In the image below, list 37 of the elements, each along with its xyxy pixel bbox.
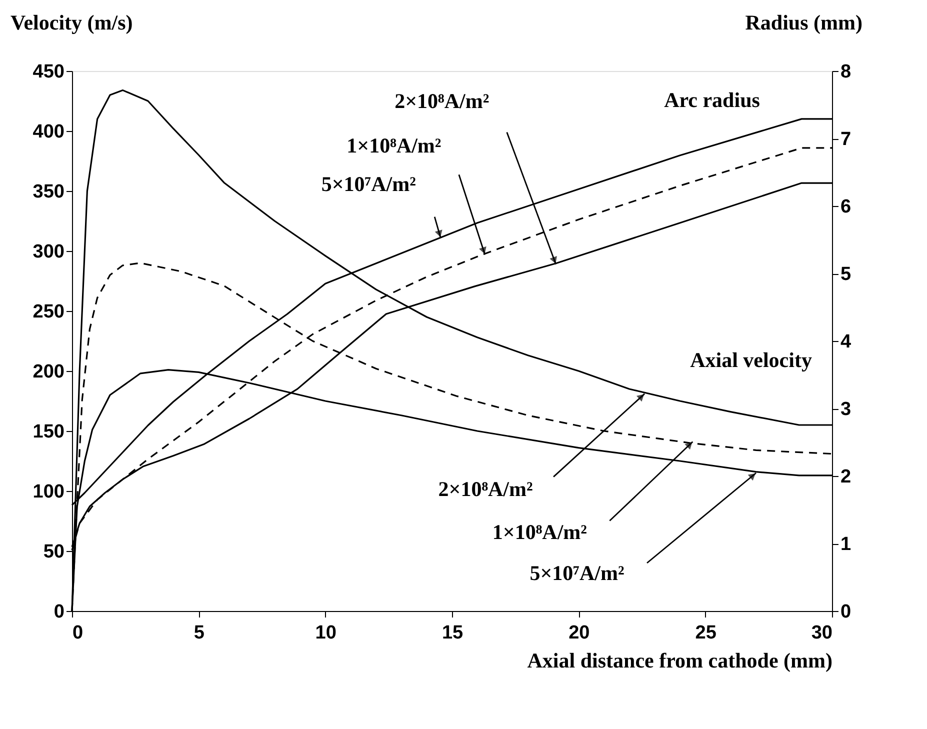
x-tick-label: 0 <box>72 622 84 644</box>
y-tick-label: 450 <box>32 62 64 82</box>
y2-tick-label: 2 <box>840 466 852 488</box>
x-tick-label: 15 <box>442 622 464 644</box>
y-tick-label: 300 <box>32 242 64 262</box>
x-tick-label: 10 <box>315 622 336 644</box>
y-tick-label: 400 <box>32 122 64 142</box>
annotation: Arc radius <box>664 88 760 112</box>
y2-tick-label: 0 <box>840 602 852 622</box>
y2-tick-label: 8 <box>840 62 852 82</box>
annotation: 1×10⁸A/m² <box>492 520 587 544</box>
x-tick-label: 30 <box>811 622 832 644</box>
annotation: 2×10⁸A/m² <box>438 476 533 501</box>
y2-axis-title: Radius (mm) <box>745 10 862 34</box>
y2-tick-label: 4 <box>840 332 852 352</box>
y-tick-label: 100 <box>32 482 64 502</box>
annotation: 5×10⁷A/m² <box>530 561 624 585</box>
annotation: Axial velocity <box>690 348 812 372</box>
y2-tick-label: 3 <box>840 399 852 420</box>
y-tick-label: 250 <box>32 302 64 322</box>
x-tick-label: 25 <box>695 622 717 644</box>
y2-tick-label: 5 <box>840 264 852 285</box>
y-tick-label: 350 <box>32 182 64 202</box>
annotation: 2×10⁸A/m² <box>394 89 490 114</box>
y-tick-label: 0 <box>54 602 64 622</box>
annotation: 1×10⁸A/m² <box>346 134 442 158</box>
x-tick-label: 5 <box>194 622 205 644</box>
x-tick-label: 20 <box>568 622 590 644</box>
y-tick-label: 50 <box>43 542 64 562</box>
x-axis-title: Axial distance from cathode (mm) <box>527 648 832 672</box>
y2-tick-label: 1 <box>840 534 852 555</box>
y-tick-label: 150 <box>32 422 64 442</box>
y2-tick-label: 7 <box>840 129 852 150</box>
y-axis-title: Velocity (m/s) <box>10 10 133 34</box>
y2-tick-label: 6 <box>840 196 852 218</box>
annotation: 5×10⁷A/m² <box>321 172 416 196</box>
y-tick-label: 200 <box>32 362 64 382</box>
